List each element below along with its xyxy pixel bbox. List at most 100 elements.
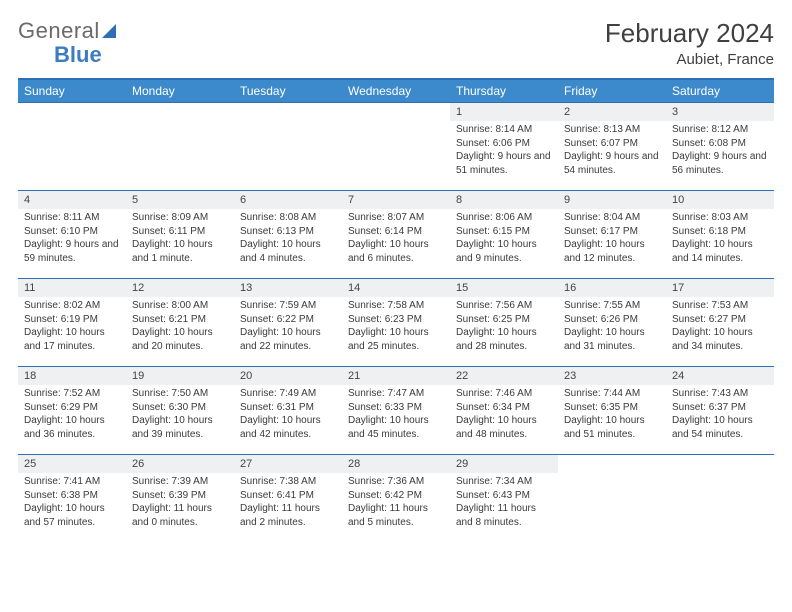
day-number: 13 xyxy=(234,279,342,297)
sunrise-text: Sunrise: 7:43 AM xyxy=(672,387,768,401)
weekday-header: Sunday xyxy=(18,79,126,103)
sunset-text: Sunset: 6:33 PM xyxy=(348,401,444,415)
sunset-text: Sunset: 6:42 PM xyxy=(348,489,444,503)
day-details: Sunrise: 8:04 AMSunset: 6:17 PMDaylight:… xyxy=(558,209,666,271)
daylight-text: Daylight: 10 hours and 4 minutes. xyxy=(240,238,336,265)
day-number: 4 xyxy=(18,191,126,209)
day-details: Sunrise: 7:34 AMSunset: 6:43 PMDaylight:… xyxy=(450,473,558,535)
day-number: 26 xyxy=(126,455,234,473)
calendar-day-cell: 13Sunrise: 7:59 AMSunset: 6:22 PMDayligh… xyxy=(234,279,342,367)
calendar-day-cell xyxy=(234,103,342,191)
calendar-week-row: 11Sunrise: 8:02 AMSunset: 6:19 PMDayligh… xyxy=(18,279,774,367)
location-label: Aubiet, France xyxy=(605,51,774,68)
calendar-day-cell: 17Sunrise: 7:53 AMSunset: 6:27 PMDayligh… xyxy=(666,279,774,367)
calendar-day-cell: 28Sunrise: 7:36 AMSunset: 6:42 PMDayligh… xyxy=(342,455,450,543)
brand-text-1: General xyxy=(18,18,100,44)
sunset-text: Sunset: 6:07 PM xyxy=(564,137,660,151)
day-details: Sunrise: 7:46 AMSunset: 6:34 PMDaylight:… xyxy=(450,385,558,447)
sunrise-text: Sunrise: 8:06 AM xyxy=(456,211,552,225)
day-number: 11 xyxy=(18,279,126,297)
daylight-text: Daylight: 10 hours and 31 minutes. xyxy=(564,326,660,353)
calendar-day-cell: 2Sunrise: 8:13 AMSunset: 6:07 PMDaylight… xyxy=(558,103,666,191)
weekday-header: Friday xyxy=(558,79,666,103)
brand-text-2: Blue xyxy=(54,42,102,67)
daylight-text: Daylight: 9 hours and 54 minutes. xyxy=(564,150,660,177)
daylight-text: Daylight: 10 hours and 14 minutes. xyxy=(672,238,768,265)
calendar-day-cell: 8Sunrise: 8:06 AMSunset: 6:15 PMDaylight… xyxy=(450,191,558,279)
sunset-text: Sunset: 6:15 PM xyxy=(456,225,552,239)
sunset-text: Sunset: 6:31 PM xyxy=(240,401,336,415)
day-details: Sunrise: 8:02 AMSunset: 6:19 PMDaylight:… xyxy=(18,297,126,359)
day-number: 25 xyxy=(18,455,126,473)
weekday-header: Saturday xyxy=(666,79,774,103)
calendar-day-cell: 25Sunrise: 7:41 AMSunset: 6:38 PMDayligh… xyxy=(18,455,126,543)
sunrise-text: Sunrise: 8:13 AM xyxy=(564,123,660,137)
sunset-text: Sunset: 6:21 PM xyxy=(132,313,228,327)
calendar-week-row: 25Sunrise: 7:41 AMSunset: 6:38 PMDayligh… xyxy=(18,455,774,543)
daylight-text: Daylight: 11 hours and 2 minutes. xyxy=(240,502,336,529)
sunrise-text: Sunrise: 7:36 AM xyxy=(348,475,444,489)
day-number: 15 xyxy=(450,279,558,297)
sunset-text: Sunset: 6:25 PM xyxy=(456,313,552,327)
calendar-page: General February 2024 Aubiet, France Blu… xyxy=(0,0,792,543)
daylight-text: Daylight: 10 hours and 25 minutes. xyxy=(348,326,444,353)
daylight-text: Daylight: 10 hours and 48 minutes. xyxy=(456,414,552,441)
day-number: 28 xyxy=(342,455,450,473)
sunrise-text: Sunrise: 7:59 AM xyxy=(240,299,336,313)
sunrise-text: Sunrise: 7:49 AM xyxy=(240,387,336,401)
day-details: Sunrise: 8:06 AMSunset: 6:15 PMDaylight:… xyxy=(450,209,558,271)
daylight-text: Daylight: 11 hours and 0 minutes. xyxy=(132,502,228,529)
daylight-text: Daylight: 10 hours and 6 minutes. xyxy=(348,238,444,265)
day-details: Sunrise: 7:49 AMSunset: 6:31 PMDaylight:… xyxy=(234,385,342,447)
sunset-text: Sunset: 6:18 PM xyxy=(672,225,768,239)
daylight-text: Daylight: 10 hours and 1 minute. xyxy=(132,238,228,265)
sunset-text: Sunset: 6:10 PM xyxy=(24,225,120,239)
calendar-day-cell: 6Sunrise: 8:08 AMSunset: 6:13 PMDaylight… xyxy=(234,191,342,279)
brand-triangle-icon xyxy=(102,24,116,38)
sunrise-text: Sunrise: 7:38 AM xyxy=(240,475,336,489)
sunrise-text: Sunrise: 7:56 AM xyxy=(456,299,552,313)
calendar-week-row: 18Sunrise: 7:52 AMSunset: 6:29 PMDayligh… xyxy=(18,367,774,455)
calendar-day-cell: 23Sunrise: 7:44 AMSunset: 6:35 PMDayligh… xyxy=(558,367,666,455)
daylight-text: Daylight: 9 hours and 56 minutes. xyxy=(672,150,768,177)
calendar-day-cell: 7Sunrise: 8:07 AMSunset: 6:14 PMDaylight… xyxy=(342,191,450,279)
day-details: Sunrise: 8:00 AMSunset: 6:21 PMDaylight:… xyxy=(126,297,234,359)
day-details: Sunrise: 7:50 AMSunset: 6:30 PMDaylight:… xyxy=(126,385,234,447)
day-number: 20 xyxy=(234,367,342,385)
calendar-day-cell: 10Sunrise: 8:03 AMSunset: 6:18 PMDayligh… xyxy=(666,191,774,279)
day-number: 3 xyxy=(666,103,774,121)
calendar-day-cell: 16Sunrise: 7:55 AMSunset: 6:26 PMDayligh… xyxy=(558,279,666,367)
calendar-day-cell xyxy=(666,455,774,543)
sunset-text: Sunset: 6:27 PM xyxy=(672,313,768,327)
daylight-text: Daylight: 10 hours and 54 minutes. xyxy=(672,414,768,441)
calendar-day-cell: 19Sunrise: 7:50 AMSunset: 6:30 PMDayligh… xyxy=(126,367,234,455)
sunset-text: Sunset: 6:37 PM xyxy=(672,401,768,415)
sunrise-text: Sunrise: 8:14 AM xyxy=(456,123,552,137)
sunrise-text: Sunrise: 7:52 AM xyxy=(24,387,120,401)
day-details: Sunrise: 7:59 AMSunset: 6:22 PMDaylight:… xyxy=(234,297,342,359)
day-details: Sunrise: 7:58 AMSunset: 6:23 PMDaylight:… xyxy=(342,297,450,359)
day-details: Sunrise: 8:07 AMSunset: 6:14 PMDaylight:… xyxy=(342,209,450,271)
sunset-text: Sunset: 6:13 PM xyxy=(240,225,336,239)
day-number: 22 xyxy=(450,367,558,385)
calendar-table: Sunday Monday Tuesday Wednesday Thursday… xyxy=(18,78,774,543)
day-number: 12 xyxy=(126,279,234,297)
day-details: Sunrise: 7:41 AMSunset: 6:38 PMDaylight:… xyxy=(18,473,126,535)
day-number: 14 xyxy=(342,279,450,297)
day-details: Sunrise: 7:47 AMSunset: 6:33 PMDaylight:… xyxy=(342,385,450,447)
calendar-day-cell: 4Sunrise: 8:11 AMSunset: 6:10 PMDaylight… xyxy=(18,191,126,279)
day-number: 5 xyxy=(126,191,234,209)
calendar-day-cell: 1Sunrise: 8:14 AMSunset: 6:06 PMDaylight… xyxy=(450,103,558,191)
day-number: 1 xyxy=(450,103,558,121)
day-details: Sunrise: 7:43 AMSunset: 6:37 PMDaylight:… xyxy=(666,385,774,447)
day-details: Sunrise: 7:38 AMSunset: 6:41 PMDaylight:… xyxy=(234,473,342,535)
weekday-header: Tuesday xyxy=(234,79,342,103)
day-number: 16 xyxy=(558,279,666,297)
calendar-day-cell: 24Sunrise: 7:43 AMSunset: 6:37 PMDayligh… xyxy=(666,367,774,455)
day-details: Sunrise: 7:56 AMSunset: 6:25 PMDaylight:… xyxy=(450,297,558,359)
calendar-day-cell: 11Sunrise: 8:02 AMSunset: 6:19 PMDayligh… xyxy=(18,279,126,367)
day-number: 24 xyxy=(666,367,774,385)
calendar-day-cell: 29Sunrise: 7:34 AMSunset: 6:43 PMDayligh… xyxy=(450,455,558,543)
page-header: General February 2024 Aubiet, France xyxy=(18,18,774,68)
calendar-day-cell: 18Sunrise: 7:52 AMSunset: 6:29 PMDayligh… xyxy=(18,367,126,455)
